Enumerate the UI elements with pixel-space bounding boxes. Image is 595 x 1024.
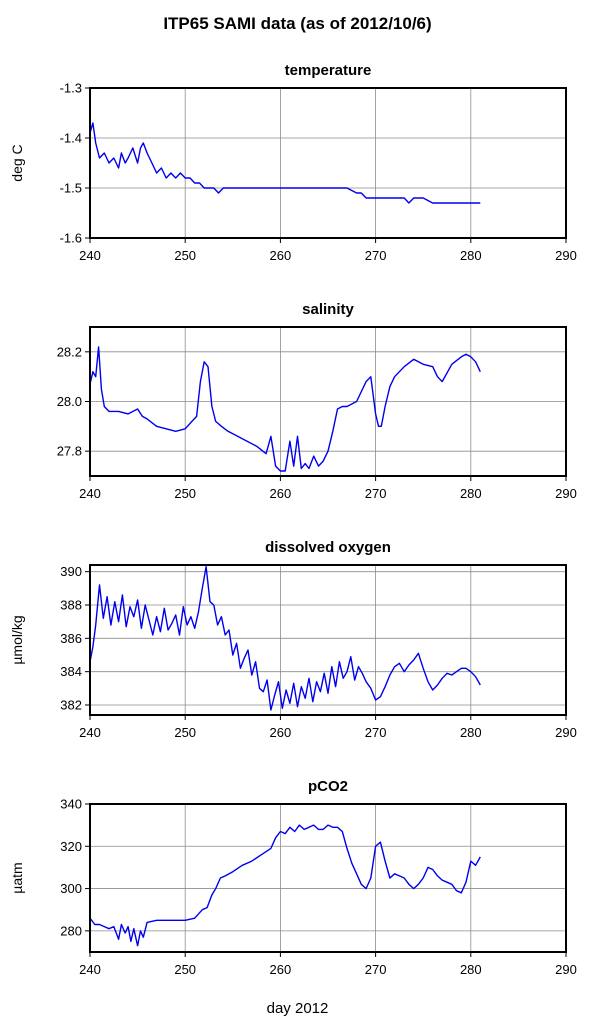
x-tick-label: 260 xyxy=(270,486,292,501)
y-tick-label: -1.4 xyxy=(60,131,82,146)
plot-frame xyxy=(89,87,567,239)
y-tick-label: 280 xyxy=(60,923,82,938)
dissolved-oxygen-series-line xyxy=(89,566,481,711)
y-tick-label: 382 xyxy=(60,698,82,713)
plot-frame xyxy=(89,564,567,716)
x-tick-label: 250 xyxy=(174,962,196,977)
x-tick-label: 270 xyxy=(365,725,387,740)
x-tick-label: 260 xyxy=(270,962,292,977)
y-tick-label: 386 xyxy=(60,631,82,646)
plot-frame xyxy=(89,803,567,953)
panel-salinity: 240 250 260 270 280 290 27.8 28.0 28.2 salinity xyxy=(57,301,577,501)
y-tick-label: 320 xyxy=(60,839,82,854)
x-tick-label: 290 xyxy=(555,248,577,263)
y-tick-label: 300 xyxy=(60,881,82,896)
x-tick-label: 270 xyxy=(365,962,387,977)
y-tick-label: 388 xyxy=(60,598,82,613)
x-tick-label: 240 xyxy=(79,486,101,501)
x-tick-label: 290 xyxy=(555,725,577,740)
y-tick-label: -1.3 xyxy=(60,81,82,96)
y-tick-label: -1.5 xyxy=(60,181,82,196)
x-tick-label: 260 xyxy=(270,248,292,263)
panel-title: dissolved oxygen xyxy=(265,539,391,556)
x-tick-label: 240 xyxy=(79,962,101,977)
x-tick-label: 280 xyxy=(460,725,482,740)
y-axis-label: µatm xyxy=(9,862,25,893)
temperature-series-line xyxy=(89,122,481,204)
x-tick-label: 290 xyxy=(555,486,577,501)
x-tick-label: 240 xyxy=(79,725,101,740)
x-tick-label: 270 xyxy=(365,486,387,501)
salinity-series-line xyxy=(89,346,481,472)
panel-dissolved-oxygen: 240 250 260 270 280 290 382 384 386 388 390 dissolv… xyxy=(9,539,577,740)
x-axis-label: day 2012 xyxy=(266,1000,329,1017)
x-tick-label: 260 xyxy=(270,725,292,740)
y-tick-label: 384 xyxy=(60,664,82,679)
y-axis-label: µmol/kg xyxy=(9,615,25,664)
x-tick-label: 280 xyxy=(460,486,482,501)
panel-title: pCO2 xyxy=(308,778,348,795)
figure-title: ITP65 SAMI data (as of 2012/10/6) xyxy=(163,14,432,33)
x-tick-label: 280 xyxy=(460,962,482,977)
x-tick-label: 250 xyxy=(174,725,196,740)
y-tick-label: 28.2 xyxy=(57,344,82,359)
x-tick-label: 240 xyxy=(79,248,101,263)
panel-title: temperature xyxy=(285,62,372,79)
y-tick-label: -1.6 xyxy=(60,231,82,246)
y-tick-label: 390 xyxy=(60,564,82,579)
y-tick-label: 340 xyxy=(60,797,82,812)
y-axis-label: deg C xyxy=(9,144,25,181)
y-tick-label: 27.8 xyxy=(57,444,82,459)
x-tick-label: 270 xyxy=(365,248,387,263)
panel-title: salinity xyxy=(302,301,354,318)
pco2-series-line xyxy=(89,824,481,947)
panel-pco2: 240 250 260 270 280 290 280 300 320 340 pCO2 µatm xyxy=(9,778,577,977)
x-tick-label: 280 xyxy=(460,248,482,263)
x-tick-label: 250 xyxy=(174,486,196,501)
x-tick-label: 250 xyxy=(174,248,196,263)
panel-temperature: 240 250 260 270 280 290 -1.6 -1.5 -1.4 -1.3 temper… xyxy=(9,62,577,263)
x-tick-label: 290 xyxy=(555,962,577,977)
y-tick-label: 28.0 xyxy=(57,394,82,409)
